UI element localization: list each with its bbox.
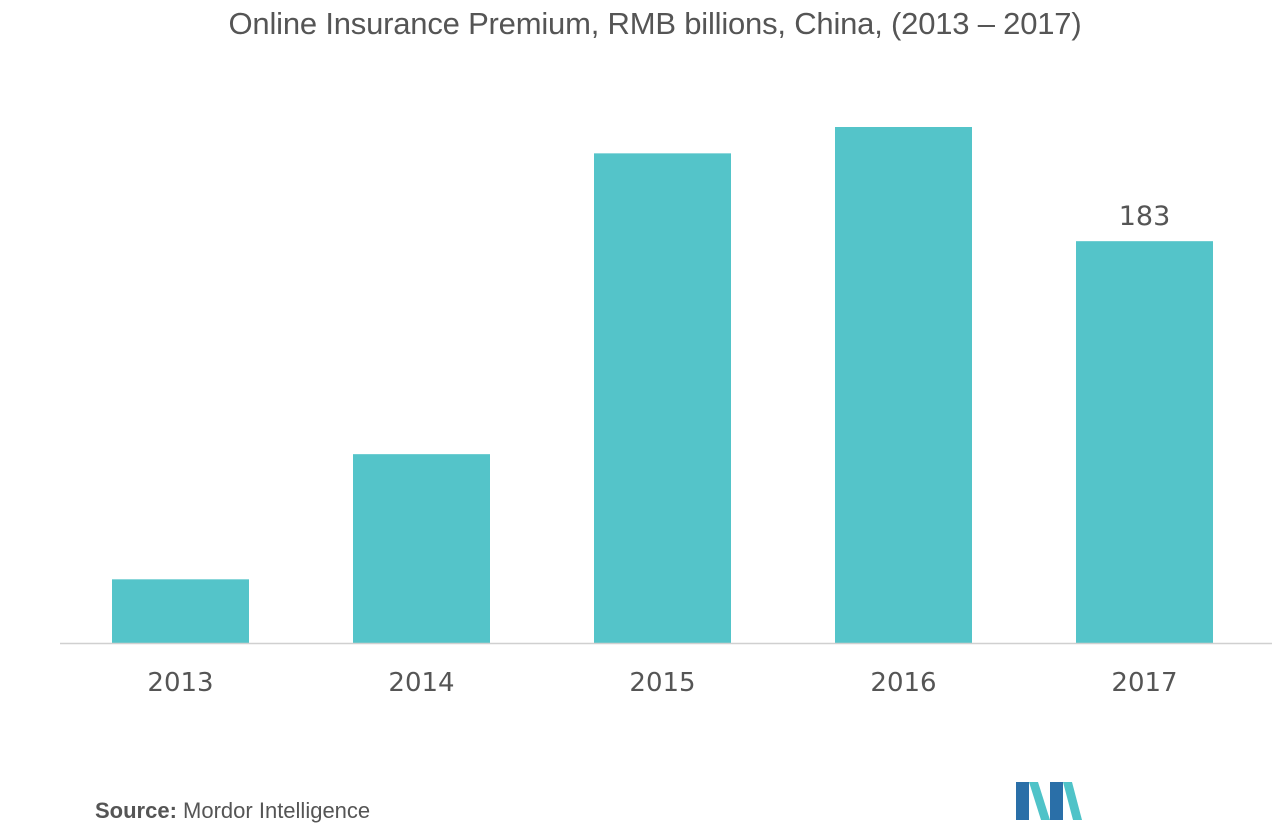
source-label: Source: (95, 798, 177, 823)
bar-2016 (835, 127, 972, 643)
source-text: Mordor Intelligence (183, 798, 371, 823)
bars-layer (112, 127, 1213, 644)
chart-title: Online Insurance Premium, RMB billions, … (228, 6, 1082, 41)
bar-2017 (1076, 241, 1213, 644)
bar-2015 (594, 153, 731, 643)
bar-2014 (353, 454, 490, 643)
x-tick-label-2017: 2017 (1111, 668, 1177, 698)
bar-2013 (112, 579, 249, 643)
x-tick-label-2016: 2016 (870, 668, 936, 698)
mordor-intelligence-logo-icon (1016, 782, 1082, 820)
source-note: Source: Mordor Intelligence (95, 798, 370, 824)
bar-chart: 2013 2014 2015 2016 2017 183 (60, 127, 1272, 698)
x-tick-label-2015: 2015 (629, 668, 695, 698)
data-label-2017: 183 (1119, 201, 1171, 232)
x-tick-label-2013: 2013 (147, 668, 213, 698)
labels-layer: 2013 2014 2015 2016 2017 183 (147, 201, 1177, 698)
x-tick-label-2014: 2014 (388, 668, 454, 698)
